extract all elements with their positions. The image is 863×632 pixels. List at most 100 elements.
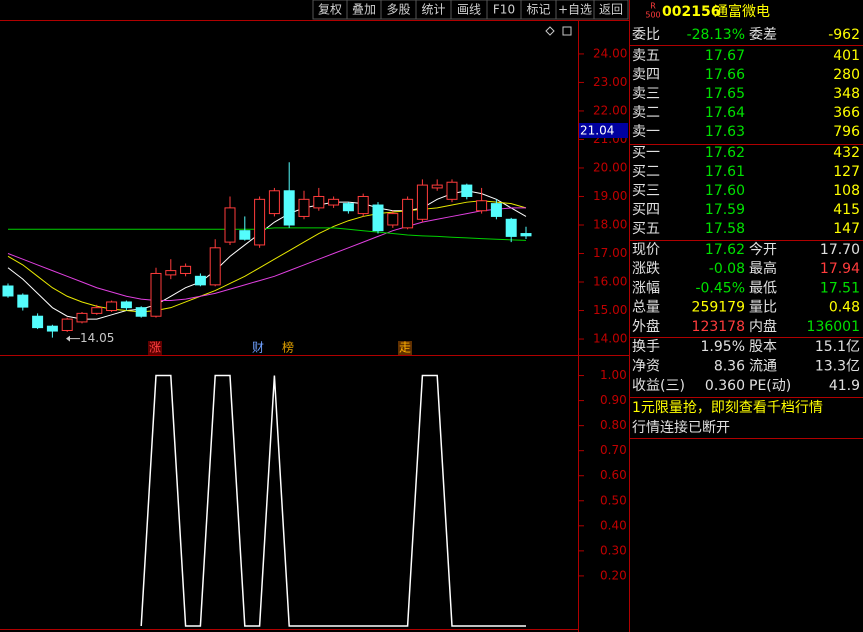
- y-tick-label: 20.00: [593, 160, 627, 174]
- button-label[interactable]: 返回: [599, 3, 623, 17]
- field-label: 总量: [632, 300, 660, 316]
- y-tick-label: 0.50: [600, 493, 627, 507]
- candle-body: [120, 301, 132, 309]
- cursor-label: 21.04: [580, 124, 614, 138]
- button-label[interactable]: 叠加: [352, 3, 376, 17]
- y-tick-label: 19.00: [593, 189, 627, 203]
- field-value: 0.360: [705, 378, 745, 394]
- bid-volume: 415: [833, 202, 860, 218]
- button-label[interactable]: 标记: [526, 3, 550, 17]
- toolbar-button[interactable]: 标记: [520, 0, 557, 20]
- candle-body: [402, 198, 414, 229]
- y-tick-label: 24.00: [593, 46, 627, 60]
- button-label[interactable]: 多股: [386, 3, 410, 17]
- ask-label: 卖三: [632, 86, 660, 102]
- candle-body: [194, 275, 206, 286]
- field-label: 股本: [749, 339, 777, 355]
- toolbar-button[interactable]: 多股: [380, 0, 417, 20]
- candle-body: [431, 184, 443, 189]
- candle-body: [387, 213, 399, 226]
- low-label: 14.05: [80, 331, 114, 345]
- button-label[interactable]: F10: [493, 3, 515, 17]
- candle-body: [91, 307, 103, 314]
- bid-price: 17.62: [705, 145, 745, 161]
- y-tick-label: 1.00: [600, 368, 627, 382]
- field-value: 17.51: [820, 280, 860, 296]
- field-label: 收益(三): [632, 378, 685, 394]
- button-label[interactable]: 统计: [421, 3, 445, 17]
- field-value: 123178: [692, 319, 745, 335]
- y-tick-label: 0.60: [600, 468, 627, 482]
- field-label: 涨跌: [632, 261, 660, 277]
- y-tick-label: 0.30: [600, 543, 627, 557]
- quote-panel: R 500 002156 通富微电 委比 -28.13% 委差 -962 卖五 17.67…: [632, 2, 860, 437]
- field-value: -28.13%: [687, 27, 745, 43]
- moving-average: [7, 207, 526, 302]
- low-arrowhead: [66, 335, 70, 342]
- candle-body: [135, 307, 147, 317]
- moving-average: [8, 227, 527, 241]
- bid-price: 17.59: [705, 202, 745, 218]
- field-value: 41.9: [829, 378, 860, 394]
- candle-body: [150, 272, 162, 317]
- event-marker: 榜: [282, 340, 294, 355]
- candle-body: [505, 218, 517, 237]
- candle-body: [209, 247, 221, 286]
- candle-body: [298, 198, 310, 217]
- diamond-icon: [545, 26, 555, 36]
- button-label[interactable]: +自选: [558, 3, 592, 17]
- candle-body: [520, 233, 532, 237]
- badge-bottom: 500: [645, 11, 660, 20]
- ask-price: 17.64: [705, 105, 745, 121]
- field-label: 委差: [749, 27, 777, 43]
- ask-label: 卖二: [632, 105, 660, 121]
- stock-code: 002156: [662, 4, 720, 20]
- field-label: 内盘: [749, 318, 777, 335]
- field-label: PE(动): [749, 378, 791, 394]
- candle-body: [283, 190, 295, 226]
- y-tick-label: 0.40: [600, 518, 627, 532]
- field-label: 流通: [749, 359, 777, 375]
- toolbar-button[interactable]: 叠加: [346, 0, 382, 20]
- toolbar-button[interactable]: 画线: [450, 0, 488, 20]
- candle-body: [254, 198, 266, 246]
- field-value: 17.94: [820, 261, 860, 277]
- ask-price: 17.63: [705, 124, 745, 140]
- candle-body: [446, 181, 458, 200]
- toolbar-button[interactable]: 复权: [312, 0, 348, 20]
- button-label[interactable]: 画线: [457, 3, 481, 17]
- button-label[interactable]: 复权: [318, 3, 342, 17]
- indicator-line: [140, 374, 526, 627]
- bid-price: 17.60: [705, 183, 745, 199]
- toolbar-button[interactable]: F10: [486, 0, 522, 20]
- cursor-bg: [579, 123, 628, 138]
- field-value: 15.1亿: [815, 339, 860, 355]
- candle-body: [61, 318, 73, 331]
- promo-text: 1元限量抢，即刻查看千档行情: [632, 399, 823, 416]
- candle-body: [490, 203, 502, 217]
- toolbar-button[interactable]: 统计: [415, 0, 452, 20]
- bid-volume: 432: [833, 145, 860, 161]
- bid-label: 买四: [632, 202, 660, 218]
- toolbar-button[interactable]: 返回: [593, 0, 629, 20]
- bid-volume: 127: [833, 164, 860, 180]
- bid-label: 买一: [632, 145, 660, 161]
- candle-body: [476, 200, 488, 212]
- field-label: 涨幅: [632, 280, 660, 296]
- ask-label: 卖五: [632, 48, 660, 64]
- candle-body: [32, 315, 44, 329]
- y-tick-label: 15.00: [593, 303, 627, 317]
- square-icon: [562, 26, 572, 36]
- candle-body: [328, 198, 340, 206]
- y-tick-label: 0.20: [600, 568, 627, 582]
- toolbar-button[interactable]: +自选: [555, 0, 595, 20]
- candle-body: [239, 230, 251, 240]
- ask-price: 17.67: [705, 48, 745, 64]
- candle-body: [342, 203, 354, 212]
- field-label: 净资: [632, 359, 660, 375]
- field-value: 17.70: [820, 242, 860, 258]
- field-label: 换手: [632, 338, 660, 355]
- ask-volume: 280: [833, 67, 860, 83]
- field-label: 今开: [749, 242, 777, 258]
